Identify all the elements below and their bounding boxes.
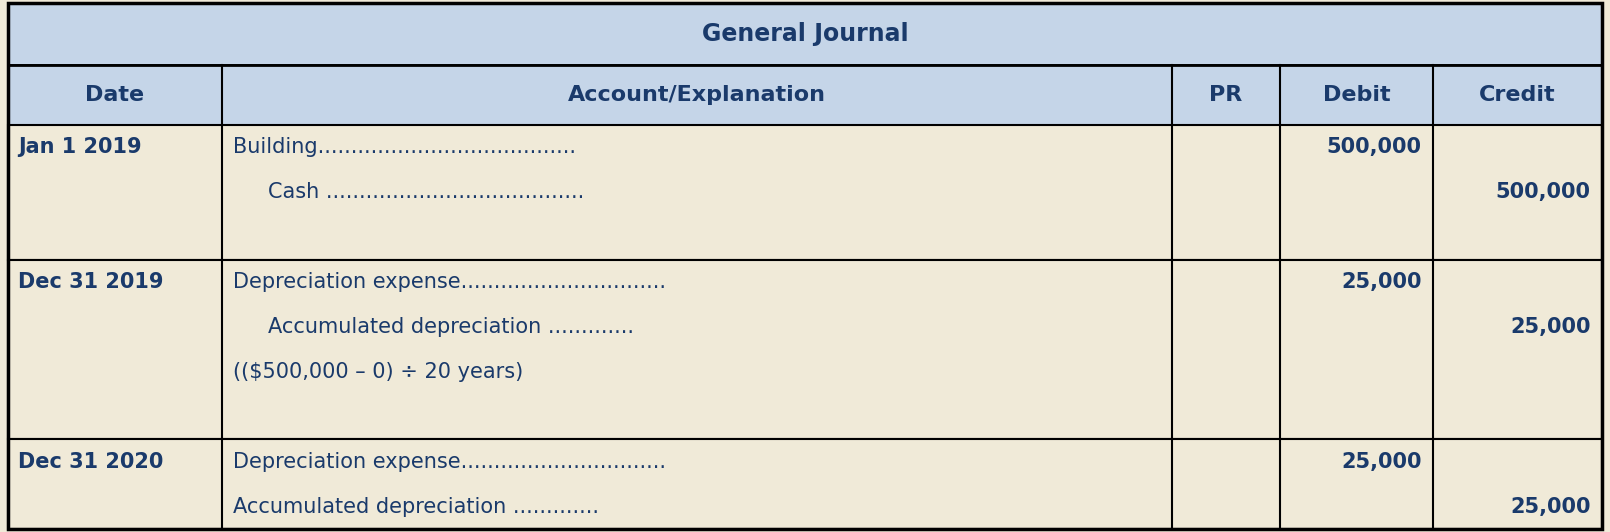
Text: Depreciation expense...............................: Depreciation expense....................… — [233, 452, 667, 472]
Text: Jan 1 2019: Jan 1 2019 — [18, 137, 142, 157]
Text: 25,000: 25,000 — [1341, 452, 1422, 472]
Text: Accumulated depreciation .............: Accumulated depreciation ............. — [233, 497, 599, 517]
Text: 25,000: 25,000 — [1510, 497, 1591, 517]
Bar — [8, 125, 1602, 260]
Text: (($500,000 – 0) ÷ 20 years): (($500,000 – 0) ÷ 20 years) — [233, 362, 523, 382]
Text: Debit: Debit — [1323, 85, 1391, 105]
Text: Credit: Credit — [1480, 85, 1555, 105]
Text: General Journal: General Journal — [702, 22, 908, 46]
Text: Date: Date — [85, 85, 145, 105]
Text: PR: PR — [1209, 85, 1243, 105]
Bar — [8, 439, 1602, 529]
Text: Accumulated depreciation .............: Accumulated depreciation ............. — [269, 317, 634, 337]
Bar — [8, 3, 1602, 65]
Bar — [8, 65, 1602, 125]
Text: 500,000: 500,000 — [1327, 137, 1422, 157]
Text: 500,000: 500,000 — [1496, 182, 1591, 202]
Text: Dec 31 2019: Dec 31 2019 — [18, 272, 163, 292]
Text: Cash .......................................: Cash ...................................… — [269, 182, 584, 202]
Text: Dec 31 2020: Dec 31 2020 — [18, 452, 163, 472]
Text: Depreciation expense...............................: Depreciation expense....................… — [233, 272, 667, 292]
Text: 25,000: 25,000 — [1510, 317, 1591, 337]
Text: Building.......................................: Building................................… — [233, 137, 576, 157]
Text: Account/Explanation: Account/Explanation — [568, 85, 826, 105]
Bar — [8, 260, 1602, 439]
Text: 25,000: 25,000 — [1341, 272, 1422, 292]
